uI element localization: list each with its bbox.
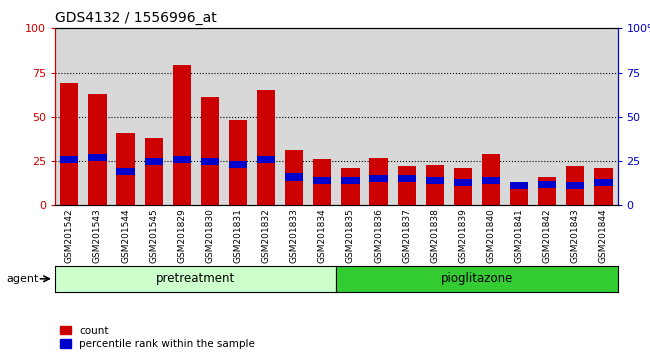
Bar (398, 166, 416, 205)
Bar (173, 156, 191, 163)
Bar (341, 168, 359, 205)
Bar (229, 120, 247, 205)
Bar (201, 97, 219, 205)
Text: pretreatment: pretreatment (156, 272, 235, 285)
Bar (454, 179, 472, 186)
Bar (116, 168, 135, 175)
Bar (313, 177, 332, 184)
Bar (566, 166, 584, 205)
Bar (144, 138, 162, 205)
Bar (60, 156, 79, 163)
Bar (510, 182, 528, 205)
Bar (594, 168, 612, 205)
Text: GDS4132 / 1556996_at: GDS4132 / 1556996_at (55, 11, 217, 25)
Bar (173, 65, 191, 205)
Bar (369, 158, 387, 205)
Bar (201, 158, 219, 165)
Bar (285, 150, 304, 205)
Bar (369, 175, 387, 182)
Bar (285, 173, 304, 181)
Bar (482, 177, 500, 184)
Bar (454, 168, 472, 205)
Bar (257, 156, 275, 163)
Bar (426, 165, 444, 205)
Bar (257, 90, 275, 205)
Bar (116, 133, 135, 205)
Bar (88, 94, 107, 205)
Text: pioglitazone: pioglitazone (441, 272, 513, 285)
Bar (426, 177, 444, 184)
Bar (88, 154, 107, 161)
Bar (510, 182, 528, 189)
Text: agent: agent (6, 274, 39, 284)
Bar (313, 159, 332, 205)
Bar (229, 161, 247, 168)
Bar (144, 158, 162, 165)
Bar (60, 83, 79, 205)
Bar (482, 154, 500, 205)
Bar (566, 182, 584, 189)
Bar (538, 177, 556, 205)
Bar (538, 181, 556, 188)
Bar (398, 175, 416, 182)
Bar (341, 177, 359, 184)
Legend: count, percentile rank within the sample: count, percentile rank within the sample (60, 326, 255, 349)
Bar (594, 179, 612, 186)
